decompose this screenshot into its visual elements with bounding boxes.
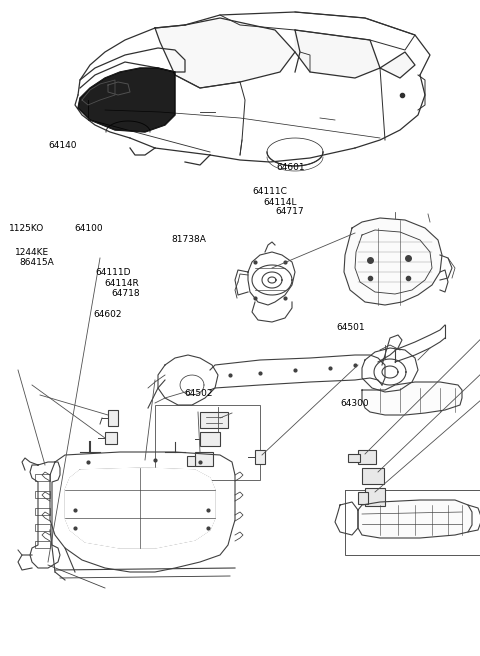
Bar [195, 452, 213, 466]
Text: 64502: 64502 [185, 389, 213, 398]
Bar [155, 405, 260, 480]
Bar [255, 450, 265, 464]
Bar [105, 432, 117, 444]
Polygon shape [344, 218, 442, 305]
Polygon shape [358, 500, 472, 538]
Text: 64717: 64717 [275, 207, 304, 216]
Polygon shape [78, 68, 175, 132]
Bar [187, 456, 195, 466]
Text: 64300: 64300 [341, 399, 370, 408]
Polygon shape [380, 52, 415, 78]
Bar [35, 524, 50, 531]
Bar [35, 508, 50, 515]
Bar [362, 468, 384, 484]
Text: 64602: 64602 [94, 310, 122, 319]
Text: 64601: 64601 [276, 163, 305, 172]
Text: 1244KE: 1244KE [15, 248, 49, 257]
Bar [358, 492, 368, 504]
Polygon shape [65, 468, 215, 548]
Bar [365, 488, 385, 506]
Bar [345, 490, 480, 555]
Polygon shape [155, 18, 295, 88]
Text: 64100: 64100 [74, 224, 103, 233]
Text: 64114R: 64114R [105, 279, 139, 288]
Text: 64140: 64140 [48, 141, 76, 150]
Text: 86415A: 86415A [19, 258, 54, 267]
Bar [358, 450, 376, 464]
Bar [200, 432, 220, 446]
Bar [35, 474, 50, 481]
Text: 81738A: 81738A [172, 235, 207, 244]
Text: 64111D: 64111D [95, 268, 131, 277]
Bar [108, 410, 118, 426]
Text: 64718: 64718 [111, 289, 140, 298]
Text: 64501: 64501 [336, 323, 365, 333]
Bar [200, 412, 228, 428]
Text: 64111C: 64111C [252, 187, 287, 196]
Bar [348, 454, 360, 462]
Polygon shape [295, 30, 380, 78]
Text: 1125KO: 1125KO [9, 224, 44, 233]
Bar [35, 491, 50, 498]
Text: 64114L: 64114L [263, 197, 297, 207]
Bar [35, 541, 50, 548]
Polygon shape [362, 382, 462, 415]
